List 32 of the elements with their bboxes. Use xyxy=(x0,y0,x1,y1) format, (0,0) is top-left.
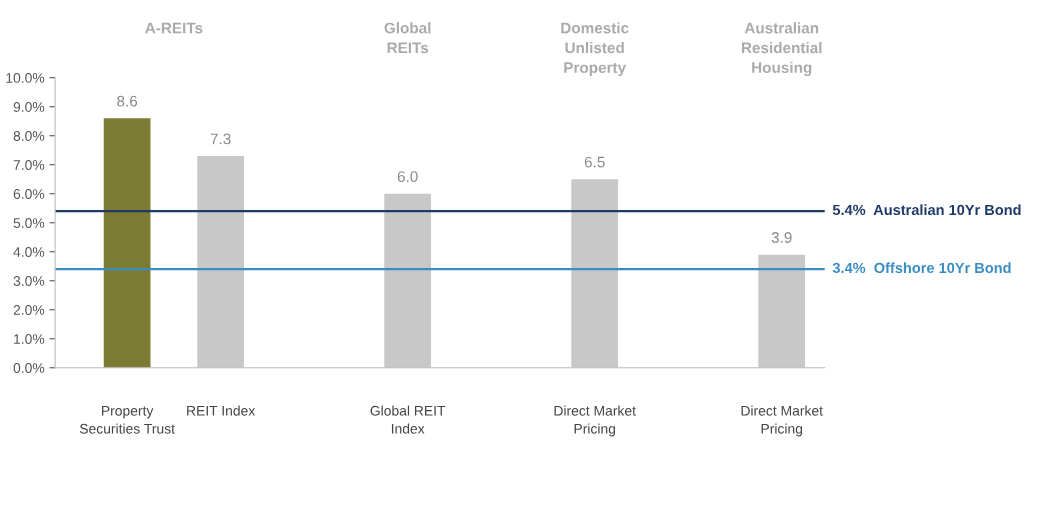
data-label: 6.0 xyxy=(397,171,418,183)
y-tick-label: 10.0% xyxy=(6,73,45,83)
bar xyxy=(197,156,245,368)
y-tick-label: 4.0% xyxy=(13,247,45,257)
y-tick-label: 7.0% xyxy=(13,160,45,170)
y-tick-label: 6.0% xyxy=(13,189,45,199)
data-label: 8.6 xyxy=(117,95,138,107)
y-tick-label: 0.0% xyxy=(13,363,45,373)
data-label: 7.3 xyxy=(210,133,231,145)
bar xyxy=(758,254,806,368)
ref-line-label: 5.4% Australian 10Yr Bond xyxy=(832,204,1021,216)
x-tick-label: REIT Index xyxy=(187,405,256,416)
y-tick-label: 8.0% xyxy=(13,131,45,141)
y-tick-label: 3.0% xyxy=(13,276,45,286)
x-tick-label: Global REIT Index xyxy=(370,405,446,434)
text: Domestic Unlisted Property xyxy=(561,22,629,77)
text: A-REITs xyxy=(145,22,203,34)
bar xyxy=(571,179,619,368)
bar xyxy=(384,193,432,368)
y-tick-label: 9.0% xyxy=(13,102,45,112)
x-tick-label: Property Securities Trust xyxy=(79,406,175,434)
y-tick-label: 2.0% xyxy=(13,305,45,315)
y-tick-label: 1.0% xyxy=(14,334,45,344)
y-tick-label: 5.0% xyxy=(13,218,45,228)
x-tick-label: Direct Market Pricing xyxy=(554,405,636,437)
bar xyxy=(103,118,151,368)
text: Australian Residential Housing xyxy=(741,22,822,77)
x-tick-label: Direct Market Pricing xyxy=(741,405,823,437)
data-label: 6.5 xyxy=(584,156,605,168)
ref-line-label: 3.4% Offshore 10Yr Bond xyxy=(832,262,1011,274)
data-label: 3.9 xyxy=(771,232,792,243)
text: Global REITs xyxy=(384,22,431,54)
